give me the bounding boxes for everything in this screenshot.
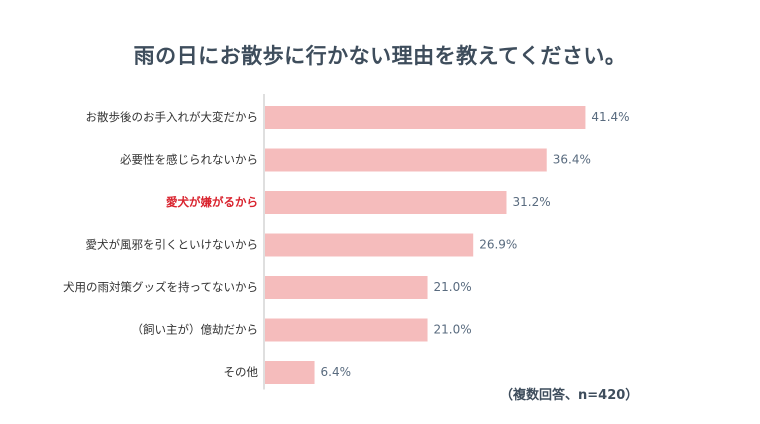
value-label-0: 41.4%: [591, 110, 629, 124]
value-label-2: 31.2%: [512, 195, 550, 209]
value-label-5: 21.0%: [434, 323, 472, 337]
category-label-6: その他: [224, 365, 259, 379]
bar-2: [265, 191, 507, 214]
value-label-4: 21.0%: [434, 280, 472, 294]
bar-6: [265, 361, 315, 384]
bar-1: [265, 148, 547, 172]
category-label-1: 必要性を感じられないから: [120, 153, 258, 167]
category-label-0: お散歩後のお手入れが大変だから: [86, 110, 259, 124]
chart-title: 雨の日にお散歩に行かない理由を教えてください。: [133, 44, 627, 68]
value-label-6: 6.4%: [321, 365, 352, 379]
category-label-3: 愛犬が風邪を引くといけないから: [86, 238, 259, 252]
bar-4: [265, 276, 428, 299]
bar-5: [265, 318, 428, 342]
category-label-2: 愛犬が嫌がるから: [166, 195, 258, 209]
category-label-5: （飼い主が）億劫だから: [132, 323, 259, 337]
bar-0: [265, 106, 586, 129]
sample-note: （複数回答、n=420）: [500, 388, 639, 403]
bar-3: [265, 233, 474, 257]
value-label-3: 26.9%: [479, 238, 517, 252]
value-label-1: 36.4%: [553, 153, 591, 167]
category-label-4: 犬用の雨対策グッズを持ってないから: [63, 280, 258, 294]
